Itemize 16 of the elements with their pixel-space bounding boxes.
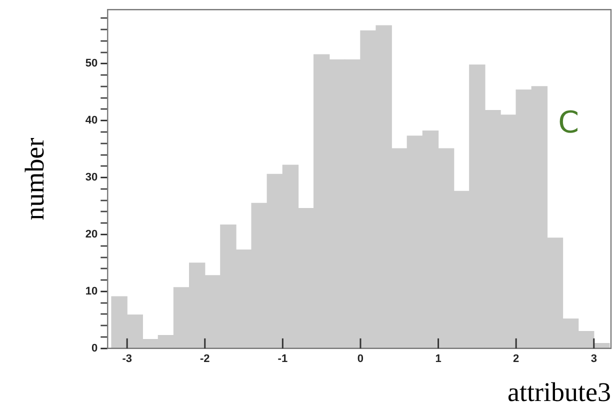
- x-tick-label: 0: [357, 353, 364, 366]
- x-tick-label: 1: [435, 353, 442, 366]
- x-tick-label: 3: [590, 353, 597, 366]
- y-tick-label: 50: [85, 58, 98, 70]
- y-tick-label: 30: [85, 172, 98, 184]
- y-tick-label: 40: [85, 114, 98, 127]
- annotation: C: [558, 106, 580, 141]
- y-axis-title: number: [19, 138, 50, 220]
- x-tick-label: 2: [513, 353, 520, 366]
- x-axis-title: attribute3: [508, 376, 611, 407]
- y-tick-label: 10: [85, 285, 98, 298]
- x-tick-label: -3: [122, 353, 132, 366]
- y-tick-label: 0: [92, 342, 98, 354]
- x-tick-label: -1: [278, 353, 288, 366]
- y-tick-label: 20: [85, 228, 98, 241]
- x-tick-label: -2: [200, 353, 210, 366]
